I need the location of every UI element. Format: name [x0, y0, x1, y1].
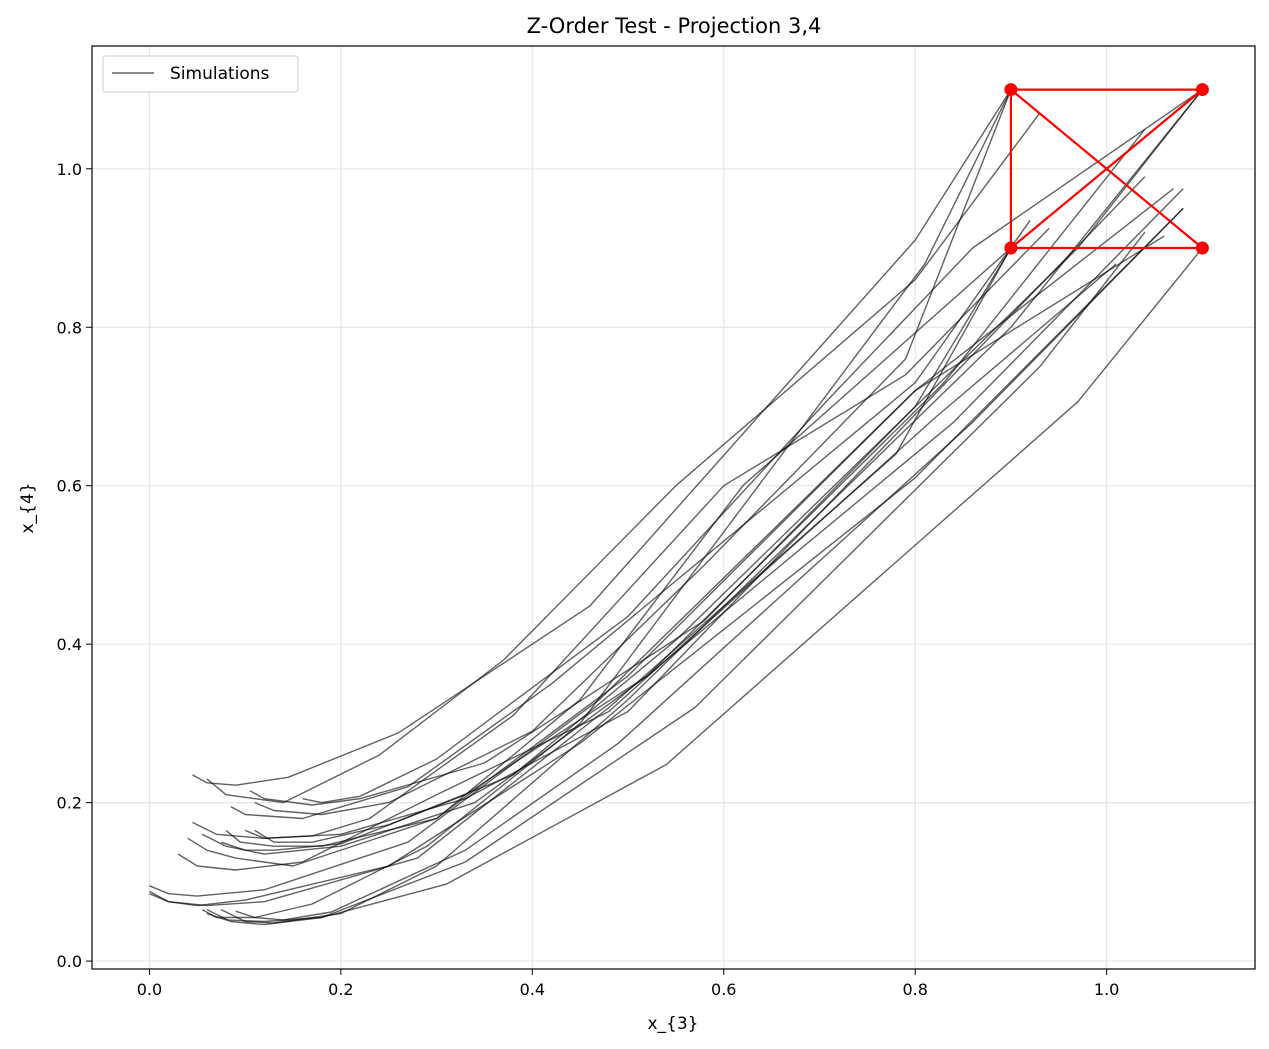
y-tick-label: 1.0	[57, 160, 82, 179]
highlight-point	[1195, 83, 1209, 97]
grid	[92, 46, 1255, 969]
chart-title: Z-Order Test - Projection 3,4	[527, 14, 822, 38]
highlight-point	[1004, 241, 1018, 255]
simulation-line	[220, 89, 1203, 924]
plot-background	[92, 46, 1255, 969]
plot-area	[91, 45, 1256, 970]
y-tick-label: 0.0	[57, 952, 82, 971]
simulation-line	[230, 219, 1031, 820]
simulation-line	[149, 207, 1184, 907]
simulation-line	[254, 89, 1012, 816]
plot-frame	[91, 45, 1256, 970]
x-tick-label: 0.0	[137, 980, 162, 999]
y-tick-label: 0.4	[57, 635, 82, 654]
highlight-z-path	[1009, 88, 1204, 250]
x-tick-label: 0.2	[328, 980, 353, 999]
simulation-line	[192, 176, 1146, 839]
x-tick-label: 1.0	[1094, 980, 1119, 999]
simulation-line	[206, 247, 1203, 926]
x-axis-label: x_{3}	[647, 1014, 698, 1034]
y-tick-label: 0.8	[57, 318, 82, 337]
x-tick-label: 0.4	[520, 980, 545, 999]
y-axis-ticks: 0.0 0.2 0.4 0.6 0.8 1.0	[57, 160, 92, 971]
legend: Simulations	[102, 55, 299, 93]
simulation-lines	[149, 89, 1203, 926]
legend-label-simulations: Simulations	[170, 64, 270, 84]
highlight-point	[1195, 241, 1209, 255]
highlight-overlay	[1004, 83, 1209, 255]
highlight-point	[1004, 83, 1018, 97]
x-tick-label: 0.6	[711, 980, 736, 999]
simulation-line	[201, 128, 1146, 855]
y-tick-label: 0.6	[57, 477, 82, 496]
y-axis-label: x_{4}	[18, 482, 38, 533]
legend-box	[102, 55, 299, 93]
x-axis-ticks: 0.0 0.2 0.4 0.6 0.8 1.0	[137, 969, 1119, 999]
x-tick-label: 0.8	[902, 980, 927, 999]
simulation-line	[177, 263, 1117, 871]
simulation-line	[235, 207, 1184, 921]
y-tick-label: 0.2	[57, 794, 82, 813]
simulation-line	[149, 235, 1165, 897]
simulation-line	[206, 231, 1146, 923]
simulation-line	[220, 188, 1184, 851]
simulation-line	[206, 112, 1041, 804]
simulation-line	[302, 89, 1203, 804]
